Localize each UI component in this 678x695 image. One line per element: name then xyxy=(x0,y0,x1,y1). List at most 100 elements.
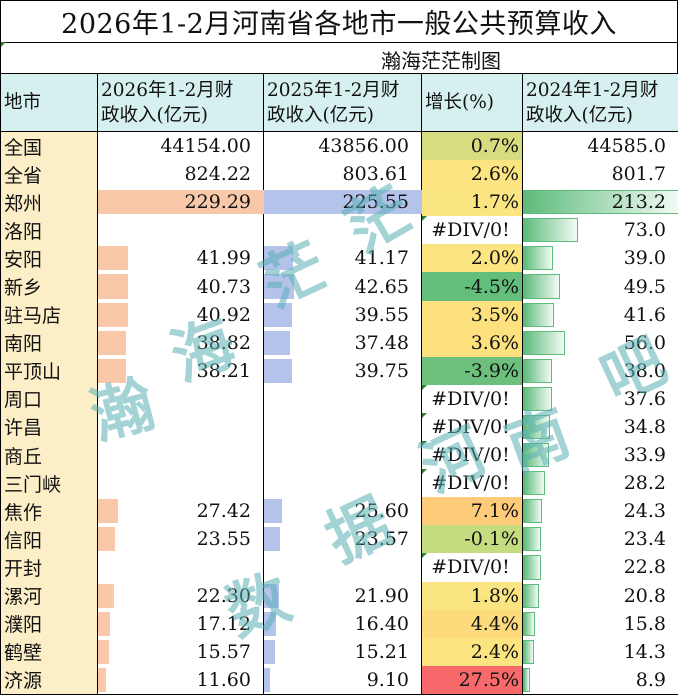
cell-rev2026[interactable]: 44154.00 xyxy=(98,132,264,161)
cell-rev2026[interactable]: 17.12 xyxy=(98,610,264,638)
cell-city[interactable]: 漯河 xyxy=(1,582,98,610)
cell-rev2026[interactable]: 27.42 xyxy=(98,497,264,525)
cell-growth[interactable]: #DIV/0! xyxy=(422,441,523,469)
cell-growth[interactable]: 1.7% xyxy=(422,188,523,216)
cell-rev2026[interactable]: 824.22 xyxy=(98,160,264,188)
cell-rev2026[interactable] xyxy=(98,441,264,469)
cell-rev2025[interactable]: 9.10 xyxy=(264,666,422,695)
cell-city[interactable]: 驻马店 xyxy=(1,301,98,329)
cell-rev2024[interactable]: 22.8 xyxy=(523,553,678,581)
cell-city[interactable]: 濮阳 xyxy=(1,610,98,638)
cell-rev2024[interactable]: 38.0 xyxy=(523,357,678,385)
cell-rev2024[interactable]: 56.0 xyxy=(523,329,678,357)
cell-rev2025[interactable]: 16.40 xyxy=(264,610,422,638)
cell-rev2024[interactable]: 28.2 xyxy=(523,469,678,497)
cell-rev2026[interactable] xyxy=(98,469,264,497)
cell-growth[interactable]: 1.8% xyxy=(422,582,523,610)
cell-rev2026[interactable] xyxy=(98,216,264,244)
cell-rev2025[interactable] xyxy=(264,469,422,497)
cell-growth[interactable]: 27.5% xyxy=(422,666,523,695)
cell-city[interactable]: 南阳 xyxy=(1,329,98,357)
cell-rev2025[interactable] xyxy=(264,385,422,413)
cell-rev2026[interactable]: 41.99 xyxy=(98,244,264,272)
cell-city[interactable]: 全省 xyxy=(1,160,98,188)
cell-rev2024[interactable]: 49.5 xyxy=(523,272,678,300)
cell-rev2026[interactable] xyxy=(98,553,264,581)
header-city[interactable]: 地市 xyxy=(1,74,98,132)
cell-rev2024[interactable]: 73.0 xyxy=(523,216,678,244)
cell-city[interactable]: 洛阳 xyxy=(1,216,98,244)
cell-city[interactable]: 开封 xyxy=(1,553,98,581)
header-rev2026[interactable]: 2026年1-2月财政收入(亿元) xyxy=(98,74,264,132)
cell-rev2024[interactable]: 14.3 xyxy=(523,638,678,666)
cell-city[interactable]: 焦作 xyxy=(1,497,98,525)
cell-rev2026[interactable] xyxy=(98,413,264,441)
cell-rev2025[interactable]: 43856.00 xyxy=(264,132,422,161)
cell-rev2024[interactable]: 15.8 xyxy=(523,610,678,638)
cell-rev2025[interactable]: 21.90 xyxy=(264,582,422,610)
cell-city[interactable]: 鹤壁 xyxy=(1,638,98,666)
cell-rev2024[interactable]: 24.3 xyxy=(523,497,678,525)
cell-growth[interactable]: #DIV/0! xyxy=(422,469,523,497)
cell-growth[interactable]: -3.9% xyxy=(422,357,523,385)
cell-rev2026[interactable]: 22.30 xyxy=(98,582,264,610)
cell-rev2026[interactable]: 40.73 xyxy=(98,272,264,300)
cell-city[interactable]: 新乡 xyxy=(1,272,98,300)
cell-rev2026[interactable]: 15.57 xyxy=(98,638,264,666)
cell-growth[interactable]: 2.4% xyxy=(422,638,523,666)
cell-rev2024[interactable]: 213.2 xyxy=(523,188,678,216)
cell-rev2026[interactable]: 229.29 xyxy=(98,188,264,216)
cell-growth[interactable]: 4.4% xyxy=(422,610,523,638)
cell-rev2025[interactable]: 15.21 xyxy=(264,638,422,666)
cell-rev2025[interactable]: 25.60 xyxy=(264,497,422,525)
cell-city[interactable]: 全国 xyxy=(1,132,98,161)
cell-city[interactable]: 周口 xyxy=(1,385,98,413)
cell-rev2025[interactable]: 37.48 xyxy=(264,329,422,357)
cell-growth[interactable]: 3.5% xyxy=(422,301,523,329)
cell-rev2024[interactable]: 41.6 xyxy=(523,301,678,329)
cell-rev2025[interactable]: 39.55 xyxy=(264,301,422,329)
cell-growth[interactable]: #DIV/0! xyxy=(422,216,523,244)
cell-rev2024[interactable]: 34.8 xyxy=(523,413,678,441)
cell-growth[interactable]: 3.6% xyxy=(422,329,523,357)
cell-rev2024[interactable]: 37.6 xyxy=(523,385,678,413)
cell-growth[interactable]: 0.7% xyxy=(422,132,523,161)
cell-growth[interactable]: 2.0% xyxy=(422,244,523,272)
cell-rev2024[interactable]: 20.8 xyxy=(523,582,678,610)
cell-rev2025[interactable]: 39.75 xyxy=(264,357,422,385)
cell-city[interactable]: 安阳 xyxy=(1,244,98,272)
cell-growth[interactable]: #DIV/0! xyxy=(422,413,523,441)
cell-rev2026[interactable]: 40.92 xyxy=(98,301,264,329)
cell-rev2025[interactable]: 225.55 xyxy=(264,188,422,216)
cell-city[interactable]: 三门峡 xyxy=(1,469,98,497)
cell-rev2025[interactable]: 41.17 xyxy=(264,244,422,272)
header-rev2024[interactable]: 2024年1-2月财政收入(亿元) xyxy=(523,74,678,132)
cell-rev2024[interactable]: 8.9 xyxy=(523,666,678,695)
cell-rev2024[interactable]: 44585.0 xyxy=(523,132,678,161)
cell-city[interactable]: 许昌 xyxy=(1,413,98,441)
cell-rev2024[interactable]: 39.0 xyxy=(523,244,678,272)
cell-rev2024[interactable]: 801.7 xyxy=(523,160,678,188)
cell-rev2026[interactable]: 38.82 xyxy=(98,329,264,357)
cell-city[interactable]: 信阳 xyxy=(1,525,98,553)
header-growth[interactable]: 增长(%) xyxy=(422,74,523,132)
cell-rev2026[interactable]: 38.21 xyxy=(98,357,264,385)
cell-rev2025[interactable] xyxy=(264,216,422,244)
cell-rev2026[interactable] xyxy=(98,385,264,413)
cell-rev2025[interactable] xyxy=(264,413,422,441)
cell-growth[interactable]: #DIV/0! xyxy=(422,385,523,413)
cell-rev2025[interactable]: 42.65 xyxy=(264,272,422,300)
cell-city[interactable]: 平顶山 xyxy=(1,357,98,385)
cell-rev2026[interactable]: 23.55 xyxy=(98,525,264,553)
cell-rev2025[interactable] xyxy=(264,553,422,581)
cell-city[interactable]: 商丘 xyxy=(1,441,98,469)
cell-growth[interactable]: 2.6% xyxy=(422,160,523,188)
cell-growth[interactable]: #DIV/0! xyxy=(422,553,523,581)
cell-growth[interactable]: -0.1% xyxy=(422,525,523,553)
cell-growth[interactable]: 7.1% xyxy=(422,497,523,525)
header-rev2025[interactable]: 2025年1-2月财政收入(亿元) xyxy=(264,74,422,132)
cell-growth[interactable]: -4.5% xyxy=(422,272,523,300)
cell-rev2025[interactable] xyxy=(264,441,422,469)
cell-rev2024[interactable]: 23.4 xyxy=(523,525,678,553)
cell-rev2025[interactable]: 803.61 xyxy=(264,160,422,188)
